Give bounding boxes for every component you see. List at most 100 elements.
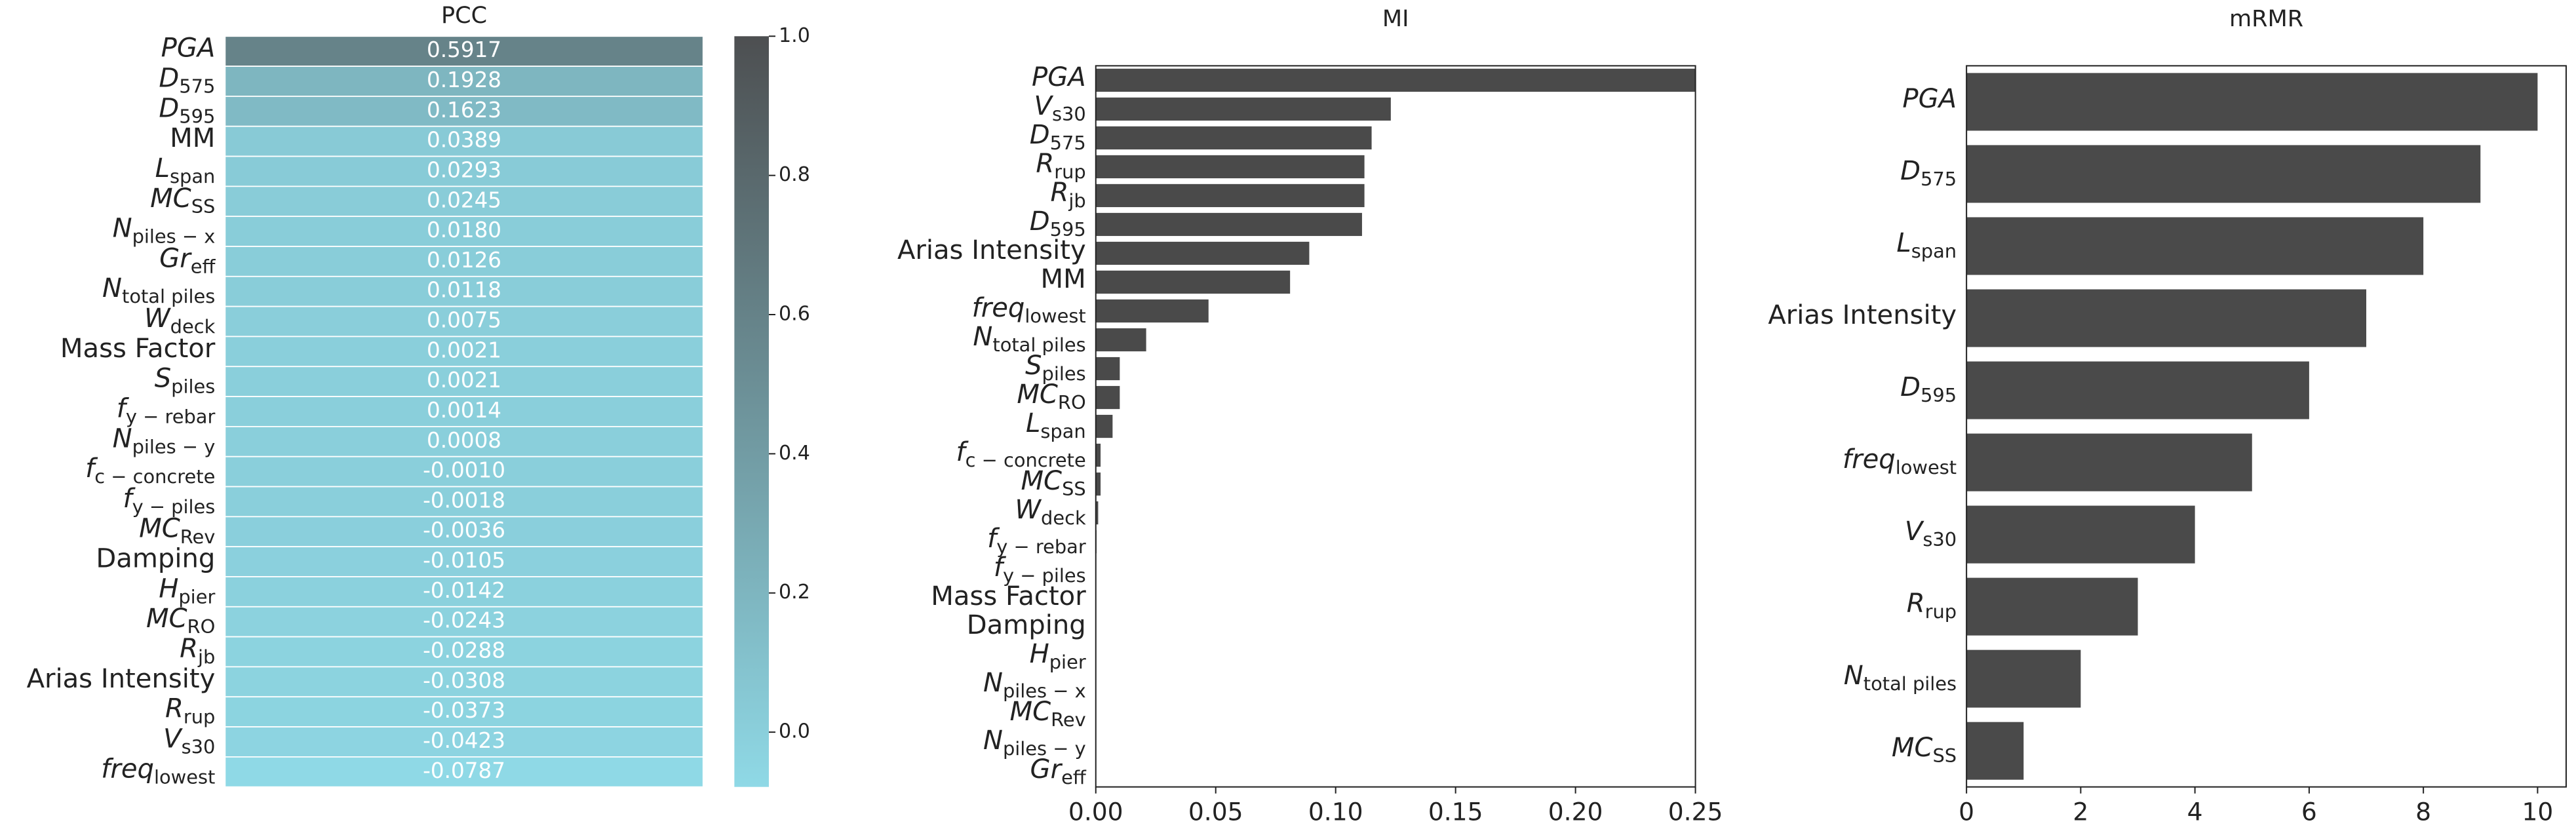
label-main: S — [1025, 351, 1042, 381]
bar — [1095, 414, 1113, 438]
category-label: Arias Intensity — [897, 235, 1086, 265]
bar — [1095, 357, 1120, 381]
category-label: D575 — [1900, 156, 1957, 190]
label-sub: 595 — [1921, 384, 1957, 406]
label-sub: piles — [1042, 362, 1086, 385]
bar — [1095, 299, 1209, 323]
bar — [1966, 73, 2538, 131]
colorbar-tick-label: 0.6 — [779, 303, 810, 326]
label-main: D — [159, 63, 179, 93]
category-label: Ntotal piles — [973, 322, 1085, 356]
axes-frame — [1095, 65, 1696, 788]
label-sub: rup — [184, 706, 215, 728]
heatmap-cell — [224, 546, 704, 577]
label-main: W — [144, 303, 171, 334]
x-tick-label: 0.20 — [1548, 797, 1603, 826]
colorbar-tick-label: 0.0 — [779, 720, 810, 743]
label-sub: eff — [191, 255, 216, 277]
colorbar-tick-label: 0.4 — [779, 442, 810, 465]
cell-label: -0.0308 — [423, 668, 505, 693]
chart-title: mRMR — [2229, 5, 2303, 32]
category-label: Lspan — [155, 153, 216, 187]
label-sub: SS — [1932, 745, 1957, 767]
cell-label: 0.1928 — [427, 68, 501, 92]
category-label: Damping — [96, 544, 215, 574]
category-label: Mass Factor — [60, 334, 216, 364]
label-main: MC — [150, 184, 191, 214]
label-main: Gr — [1030, 754, 1063, 785]
label-sub: y − rebar — [126, 406, 216, 428]
label-main: MC — [1892, 733, 1933, 763]
cell-label: 0.0245 — [427, 187, 501, 212]
category-label: PGA — [1032, 62, 1086, 92]
label-sub: lowest — [1025, 305, 1085, 327]
heatmap-cell — [224, 336, 704, 368]
category-label: Ntotal piles — [102, 273, 215, 307]
label-sub: lowest — [1896, 456, 1957, 478]
label-main: D — [1900, 372, 1921, 402]
label-sub: s30 — [1052, 103, 1086, 125]
label-sub: 595 — [179, 105, 215, 127]
label-main: R — [180, 634, 198, 664]
label-main: R — [165, 694, 184, 724]
label-sub: c − concrete — [94, 465, 215, 488]
label-main: V — [1905, 516, 1924, 547]
bar — [1095, 212, 1362, 237]
category-label: Hpier — [1030, 639, 1086, 673]
label-main: MC — [139, 514, 180, 544]
label-sub: SS — [191, 195, 216, 218]
label-main: N — [1844, 661, 1864, 691]
label-sub: lowest — [154, 765, 215, 788]
category-label: freqlowest — [1843, 444, 1957, 478]
bar — [1095, 68, 1696, 92]
label-main: Damping — [967, 610, 1086, 640]
heatmap-cell — [224, 305, 704, 338]
cell-label: 0.0293 — [427, 157, 501, 182]
x-tick-label: 2 — [2073, 797, 2088, 826]
label-sub: 575 — [179, 75, 215, 98]
bar — [1095, 501, 1099, 525]
category-label: Npiles − y — [983, 726, 1086, 760]
heatmap-cell — [224, 185, 704, 218]
label-sub: total piles — [122, 285, 215, 307]
category-label: D575 — [1030, 120, 1086, 154]
label-main: Mass Factor — [60, 334, 216, 364]
cell-label: 0.0118 — [427, 278, 501, 303]
x-tick-label: 8 — [2415, 797, 2431, 826]
category-label: D595 — [1900, 372, 1957, 406]
chart-title: PCC — [441, 2, 487, 29]
label-main: PGA — [1032, 62, 1086, 92]
cell-label: 0.0180 — [427, 218, 501, 242]
heatmap-cell — [224, 275, 704, 307]
label-main: freq — [101, 754, 154, 784]
label-main: MC — [1010, 697, 1051, 727]
label-main: D — [1030, 120, 1050, 150]
category-label: Lspan — [1026, 408, 1086, 442]
bar — [1095, 385, 1120, 410]
heatmap-cell — [224, 666, 704, 698]
heatmap-cell — [224, 606, 704, 638]
label-main: D — [1030, 206, 1050, 237]
category-label: fy − rebar — [987, 524, 1086, 558]
cell-label: -0.0018 — [423, 488, 505, 513]
cell-label: 0.0075 — [427, 308, 501, 333]
label-sub: rup — [1054, 161, 1085, 183]
category-label: Rrup — [1036, 149, 1085, 183]
heatmap-cell — [224, 696, 704, 727]
label-main: Mass Factor — [931, 581, 1086, 611]
category-label: MCSS — [150, 184, 215, 218]
label-main: Arias Intensity — [1768, 300, 1957, 330]
bar — [1966, 433, 2252, 492]
heatmap-cell — [224, 366, 704, 397]
x-tick-label: 4 — [2187, 797, 2203, 826]
colorbar — [734, 36, 769, 787]
label-sub: 595 — [1050, 218, 1086, 241]
category-label: Greff — [159, 243, 216, 277]
bar — [1966, 722, 2024, 780]
label-sub: y − piles — [1003, 564, 1086, 587]
category-label: Rjb — [180, 634, 215, 668]
label-sub: rup — [1925, 600, 1957, 623]
bar — [1966, 361, 2309, 419]
